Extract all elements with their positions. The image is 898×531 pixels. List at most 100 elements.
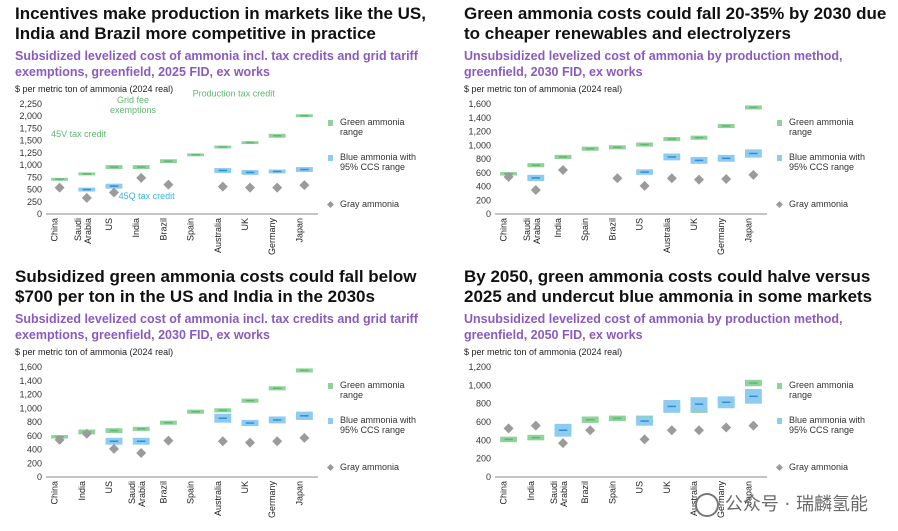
y-tick-label: 1,000 xyxy=(19,160,42,170)
y-tick-label: 1,200 xyxy=(468,127,491,137)
legend-label-line: Green ammonia xyxy=(340,117,405,127)
x-tick-label: China xyxy=(499,481,509,505)
x-tick-label-line: UK xyxy=(240,481,250,494)
legend-blue-swatch xyxy=(328,155,333,161)
y-tick-label: 0 xyxy=(37,472,42,482)
gray-ammonia-point xyxy=(272,436,283,447)
y-axis-unit: $ per metric ton of ammonia (2024 real) xyxy=(464,347,623,357)
legend-label: Green ammonia range xyxy=(340,117,405,137)
gray-ammonia-point xyxy=(503,423,514,434)
y-tick-label: 500 xyxy=(27,185,42,195)
legend-label: Green ammonia range xyxy=(789,380,854,400)
x-tick-label: Brazil xyxy=(158,218,168,241)
panel-subtitle: Subsidized levelized cost of ammonia inc… xyxy=(15,312,418,342)
x-tick-label: Germany xyxy=(716,481,726,519)
x-tick-label: India xyxy=(526,481,536,501)
y-tick-label: 1,500 xyxy=(19,136,42,146)
panel-subtitle: Unsubsidized levelized cost of ammonia b… xyxy=(464,49,843,79)
y-tick-label: 800 xyxy=(476,399,491,409)
gray-ammonia-point xyxy=(748,420,759,431)
x-tick-label-line: Saudi xyxy=(73,218,83,241)
x-tick-label-line: Germany xyxy=(716,218,726,256)
y-tick-label: 800 xyxy=(27,417,42,427)
legend-label: Blue ammonia with 95% CCS range xyxy=(789,415,865,435)
legend-label-line: 95% CCS range xyxy=(340,162,405,172)
range-chart: 0 200 400 600 800 1,000 1,200 1,400 1,600 China Sa… xyxy=(468,99,865,256)
x-tick-label-line: Brazil xyxy=(607,218,617,241)
gray-ammonia-point xyxy=(109,443,119,454)
x-tick-label: Australia xyxy=(213,218,223,253)
legend-label: Blue ammonia with 95% CCS range xyxy=(340,152,416,172)
gray-ammonia-point xyxy=(694,425,704,436)
y-axis-unit: $ per metric ton of ammonia (2024 real) xyxy=(15,84,174,94)
y-tick-label: 400 xyxy=(27,445,42,455)
x-tick-label-line: Germany xyxy=(267,218,277,256)
gray-ammonia-point xyxy=(163,435,174,446)
x-tick-label-line: India xyxy=(77,481,87,501)
y-tick-label: 2,250 xyxy=(19,99,42,109)
annotation-line: exemptions xyxy=(110,105,157,115)
panel-2025-subsidized: Incentives make production in markets li… xyxy=(0,0,449,265)
y-tick-label: 800 xyxy=(476,154,491,164)
gray-ammonia-point xyxy=(299,432,310,443)
legend-label-line: Gray ammonia xyxy=(340,199,399,209)
x-tick-label: Japan xyxy=(294,218,304,243)
x-tick-label: Brazil xyxy=(158,481,168,504)
legend-label-line: 95% CCS range xyxy=(789,162,854,172)
y-tick-label: 1,000 xyxy=(19,403,42,413)
x-tick-label-line: Spain xyxy=(186,481,196,504)
x-tick-label: Japan xyxy=(743,218,753,243)
legend-label-line: Green ammonia xyxy=(789,380,854,390)
x-tick-label: Germany xyxy=(716,218,726,256)
legend-label: Gray ammonia xyxy=(340,462,399,472)
y-tick-label: 750 xyxy=(27,172,42,182)
x-tick-label: Brazil xyxy=(607,218,617,241)
x-tick-label: US xyxy=(104,218,114,231)
gray-ammonia-point xyxy=(721,173,732,184)
watermark: 公众号 · 瑞麟氢能 xyxy=(694,490,868,517)
x-tick-label-line: Germany xyxy=(267,481,277,519)
legend-label: Green ammonia range xyxy=(789,117,854,137)
wechat-icon xyxy=(694,493,719,517)
gray-ammonia-point xyxy=(530,420,541,431)
gray-ammonia-point xyxy=(666,173,677,184)
gray-ammonia-point xyxy=(721,422,732,433)
legend-label-line: 95% CCS range xyxy=(789,425,854,435)
y-tick-label: 1,600 xyxy=(19,362,42,372)
x-tick-label: US xyxy=(104,481,114,494)
legend-blue-swatch xyxy=(777,418,782,424)
gray-ammonia-point xyxy=(558,165,568,175)
x-tick-label-line: Arabia xyxy=(137,481,147,507)
legend-label-line: range xyxy=(340,390,363,400)
gray-ammonia-point xyxy=(54,434,65,445)
x-tick-label-line: India xyxy=(131,218,141,238)
x-tick-label-line: Japan xyxy=(294,218,304,243)
gray-ammonia-point xyxy=(639,180,650,191)
legend-green-swatch xyxy=(328,383,333,389)
annotation-label: 45V tax credit xyxy=(51,129,107,139)
legend-gray-swatch xyxy=(327,464,334,471)
legend-label: Gray ammonia xyxy=(340,199,399,209)
y-tick-label: 200 xyxy=(476,195,491,205)
x-tick-label-line: Saudi xyxy=(127,481,137,504)
range-chart: 0 250 500 750 1,000 1,250 1,500 1,750 2,000 2,250… xyxy=(19,89,416,256)
y-tick-label: 200 xyxy=(476,454,491,464)
x-tick-label-line: Brazil xyxy=(580,481,590,504)
panel-2030-unsubsidized: Green ammonia costs could fall 20-35% by… xyxy=(449,0,898,265)
y-tick-label: 1,200 xyxy=(19,390,42,400)
x-tick-label-line: Saudi xyxy=(549,481,559,504)
x-tick-label: Australia xyxy=(689,481,699,516)
x-tick-label-line: China xyxy=(50,481,60,505)
legend-green-swatch xyxy=(777,120,782,126)
legend-label-line: range xyxy=(340,127,363,137)
annotation-label: Grid fee exemptions xyxy=(110,95,157,115)
legend-green-swatch xyxy=(777,383,782,389)
y-tick-label: 1,200 xyxy=(468,362,491,372)
y-tick-label: 1,400 xyxy=(468,113,491,123)
legend-label-line: Blue ammonia with xyxy=(340,415,416,425)
annotation-label: 45Q tax credit xyxy=(119,191,176,201)
legend-gray-swatch xyxy=(776,464,783,471)
x-tick-label-line: Japan xyxy=(743,218,753,243)
x-tick-label-line: Arabia xyxy=(532,218,542,244)
y-tick-label: 250 xyxy=(27,197,42,207)
